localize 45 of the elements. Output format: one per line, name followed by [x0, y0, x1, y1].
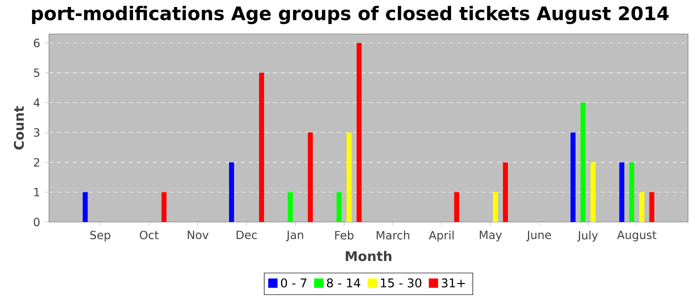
x-tick-label: August — [617, 230, 656, 242]
bar — [619, 162, 624, 222]
bar — [82, 192, 88, 222]
bar — [639, 192, 644, 222]
y-tick-label: 6 — [34, 38, 40, 48]
bar — [570, 132, 576, 222]
y-tick-label: 4 — [34, 98, 40, 107]
bar — [492, 192, 498, 222]
bar — [229, 162, 234, 222]
y-tick-label: 3 — [34, 128, 40, 137]
x-tick-label: Sep — [90, 230, 110, 242]
bar — [308, 132, 313, 222]
bar — [454, 192, 460, 222]
x-tick-label: April — [428, 230, 454, 242]
bar — [649, 192, 654, 222]
bar — [259, 72, 264, 222]
legend-label: 31+ — [442, 278, 465, 288]
y-tick-label: 0 — [34, 218, 40, 226]
bar — [288, 192, 293, 222]
legend-label: 8 - 14 — [326, 278, 360, 288]
x-tick-label: June — [526, 230, 551, 242]
x-tick-label: Feb — [335, 230, 354, 240]
bar — [502, 162, 508, 222]
bar — [629, 162, 634, 222]
x-axis-title: Month — [346, 250, 392, 262]
x-tick-label: May — [480, 230, 502, 242]
x-tick-label: Dec — [236, 230, 257, 240]
chart-title: port-modifications Age groups of closed tickets August 2014 — [32, 6, 669, 24]
y-tick-label: 2 — [34, 158, 40, 167]
bar — [336, 192, 342, 222]
y-tick-label: 5 — [34, 68, 40, 78]
legend-label: 15 - 30 — [380, 278, 422, 288]
bar — [580, 102, 586, 222]
x-tick-label: Oct — [140, 230, 159, 240]
bar — [356, 42, 362, 222]
legend-label: 0 - 7 — [281, 278, 306, 288]
x-tick-label: Nov — [188, 230, 209, 240]
bar — [346, 132, 352, 222]
bar — [161, 192, 166, 222]
bar — [590, 162, 596, 222]
y-axis-title: Count — [14, 106, 24, 150]
y-tick-label: 1 — [34, 188, 40, 196]
x-tick-label: Jan — [286, 230, 304, 242]
x-tick-label: July — [577, 230, 598, 242]
x-tick-label: March — [376, 230, 410, 240]
